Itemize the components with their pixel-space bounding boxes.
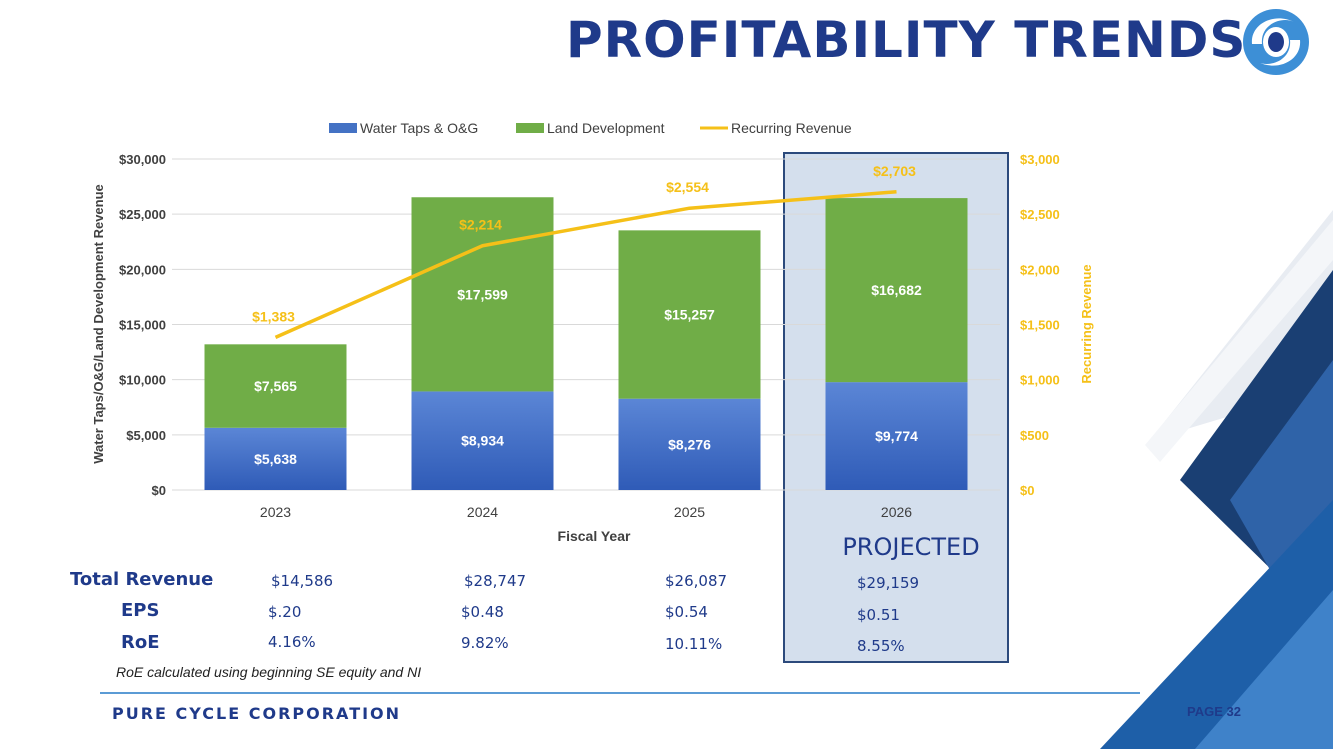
y-tick-label: $25,000 — [119, 207, 166, 222]
bar-land-development-2023 — [204, 344, 347, 428]
legend-label-water-taps: Water Taps & O&G — [360, 120, 478, 136]
y-tick-label: $0 — [152, 483, 166, 498]
y2-tick-label: $3,000 — [1020, 152, 1060, 167]
data-label-water-taps: $5,638 — [254, 451, 297, 467]
line-recurring-revenue — [274, 190, 897, 340]
data-label-recurring-revenue: $2,554 — [666, 179, 709, 195]
y-tick-label: $15,000 — [119, 318, 166, 333]
data-label-land-development: $16,682 — [871, 282, 922, 298]
bar-water-taps-2026 — [825, 382, 968, 490]
legend-label-land-development: Land Development — [547, 120, 665, 136]
legend-swatch-water-taps — [329, 123, 357, 133]
bar-water-taps-2023 — [204, 427, 347, 490]
eps-2023: $.20 — [268, 603, 302, 621]
eps-label: EPS — [121, 600, 160, 621]
total-revenue-2026: $29,159 — [857, 574, 920, 592]
x-axis-title: Fiscal Year — [558, 528, 631, 544]
y2-axis-title: Recurring Revenue — [1079, 264, 1094, 383]
data-label-land-development: $7,565 — [254, 378, 297, 394]
bar-water-taps-2025 — [618, 398, 761, 490]
data-label-water-taps: $9,774 — [875, 428, 918, 444]
eps-2025: $0.54 — [665, 603, 708, 621]
x-tick-label: 2023 — [260, 504, 291, 520]
roe-2023: 4.16% — [268, 633, 316, 651]
data-label-water-taps: $8,276 — [668, 436, 711, 452]
page-title: PROFITABILITY TRENDS — [566, 11, 1247, 69]
company-name: PURE CYCLE CORPORATION — [112, 704, 402, 723]
roe-2025: 10.11% — [665, 635, 723, 653]
bar-land-development-2025 — [618, 230, 761, 399]
total-revenue-2023: $14,586 — [271, 572, 334, 590]
y2-tick-label: $2,500 — [1020, 207, 1060, 222]
data-label-water-taps: $8,934 — [461, 433, 504, 449]
data-label-recurring-revenue: $1,383 — [252, 308, 295, 324]
data-label-recurring-revenue: $2,703 — [873, 163, 916, 179]
bar-land-development-2026 — [825, 198, 968, 383]
data-label-recurring-revenue: $2,214 — [459, 217, 502, 233]
bar-land-development-2024 — [411, 197, 554, 392]
x-tick-label: 2025 — [674, 504, 705, 520]
roe-2026: 8.55% — [857, 637, 905, 655]
y2-tick-label: $1,500 — [1020, 318, 1060, 333]
y2-tick-label: $2,000 — [1020, 262, 1060, 277]
footnote: RoE calculated using beginning SE equity… — [116, 664, 422, 680]
roe-2024: 9.82% — [461, 634, 509, 652]
logo-icon — [1243, 9, 1309, 75]
legend-label-recurring-revenue: Recurring Revenue — [731, 120, 852, 136]
roe-label: RoE — [121, 632, 160, 653]
x-tick-label: 2026 — [881, 504, 912, 520]
y2-tick-label: $1,000 — [1020, 373, 1060, 388]
eps-2024: $0.48 — [461, 603, 504, 621]
total-revenue-2024: $28,747 — [464, 572, 527, 590]
total-revenue-2025: $26,087 — [665, 572, 728, 590]
y-tick-label: $5,000 — [126, 428, 166, 443]
y-tick-label: $30,000 — [119, 152, 166, 167]
data-label-land-development: $17,599 — [457, 286, 508, 302]
y-tick-label: $10,000 — [119, 373, 166, 388]
bar-water-taps-2024 — [411, 391, 554, 490]
legend-swatch-land-development — [516, 123, 544, 133]
data-label-land-development: $15,257 — [664, 307, 715, 323]
eps-2026: $0.51 — [857, 606, 900, 624]
projected-label: PROJECTED — [842, 533, 980, 561]
y2-tick-label: $0 — [1020, 483, 1034, 498]
x-tick-label: 2024 — [467, 504, 498, 520]
page-number: PAGE 32 — [1187, 704, 1241, 719]
decorative-corner-shapes — [1100, 210, 1333, 749]
footer-divider — [100, 692, 1140, 694]
y-tick-label: $20,000 — [119, 262, 166, 277]
y2-tick-label: $500 — [1020, 428, 1049, 443]
total-revenue-label: Total Revenue — [70, 569, 214, 590]
y-axis-title: Water Taps/O&G/Land Development Revenue — [91, 184, 106, 464]
